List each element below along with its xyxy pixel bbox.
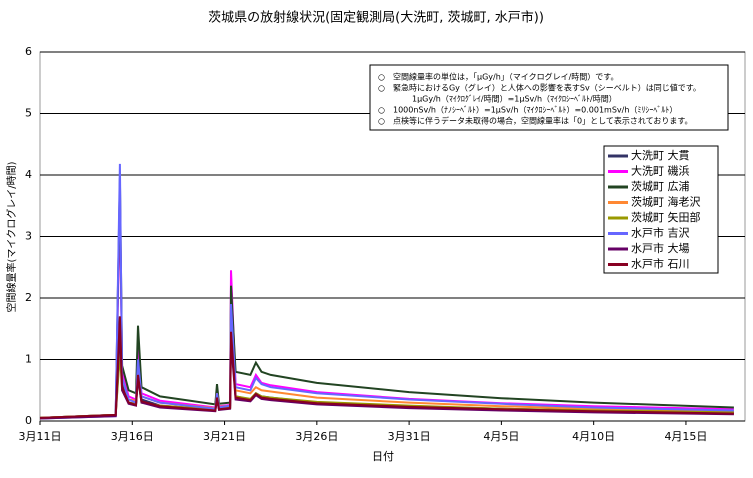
note: 1μGy/h（ﾏｲｸﾛｸﾞﾚｲ/時間）=1μSv/h（ﾏｲｸﾛｼｰﾍﾞﾙﾄ/時間… bbox=[412, 95, 617, 104]
note: ○ 空間線量率の単位は，「μGy/h」（マイクログレイ/時間）です。 bbox=[378, 72, 619, 82]
x-tick-label: 3月31日 bbox=[388, 430, 431, 443]
legend-label: 水戸市 吉沢 bbox=[631, 226, 690, 240]
series-line bbox=[39, 316, 734, 419]
x-tick-label: 4月10日 bbox=[572, 430, 615, 443]
y-axis-label: 空間線量率(マイクログレイ/時間) bbox=[5, 161, 18, 312]
legend-label: 茨城町 海老沢 bbox=[631, 195, 701, 209]
y-tick-label: 6 bbox=[25, 45, 32, 58]
chart-title: 茨城県の放射線状況(固定観測局(大洗町, 茨城町, 水戸市)) bbox=[208, 10, 544, 26]
notes-box: ○ 空間線量率の単位は，「μGy/h」（マイクログレイ/時間）です。○ 緊急時に… bbox=[369, 64, 729, 131]
notes-frame bbox=[369, 64, 729, 131]
y-tick-label: 1 bbox=[25, 353, 32, 366]
y-tick-label: 3 bbox=[25, 230, 32, 243]
series-line bbox=[39, 178, 734, 419]
x-tick-label: 4月15日 bbox=[664, 430, 707, 443]
legend-label: 大洗町 大貫 bbox=[631, 148, 690, 162]
legend-label: 茨城町 矢田部 bbox=[631, 210, 701, 224]
x-tick-label: 3月16日 bbox=[111, 430, 154, 443]
legend-label: 茨城町 広浦 bbox=[631, 179, 690, 193]
x-axis-label: 日付 bbox=[372, 450, 394, 463]
y-tick-label: 5 bbox=[25, 107, 32, 120]
x-tick-label: 3月26日 bbox=[295, 430, 338, 443]
y-tick-label: 4 bbox=[25, 168, 32, 181]
x-tick-label: 3月11日 bbox=[19, 430, 62, 443]
y-tick-label: 0 bbox=[25, 414, 32, 427]
legend-frame bbox=[603, 145, 719, 274]
note: ○ 1000nSv/h（ﾅﾉｼｰﾍﾞﾙﾄ）=1μSv/h（ﾏｲｸﾛｼｰﾍﾞﾙﾄ）… bbox=[378, 106, 677, 115]
legend-label: 大洗町 磯浜 bbox=[631, 164, 690, 178]
x-tick-label: 3月21日 bbox=[203, 430, 246, 443]
legend-label: 水戸市 大場 bbox=[631, 241, 690, 255]
series-line bbox=[39, 163, 734, 420]
x-tick-label: 4月5日 bbox=[483, 430, 519, 443]
legend-label: 水戸市 石川 bbox=[631, 257, 690, 271]
y-tick-label: 2 bbox=[25, 291, 32, 304]
note: ○ 緊急時におけるGy（グレイ）と人体への影響を表すSv（シーベルト）は同じ値で… bbox=[378, 83, 701, 93]
note: ○ 点検等に伴うデータ未取得の場合，空間線量率は「0」として表示されております。 bbox=[378, 116, 693, 126]
